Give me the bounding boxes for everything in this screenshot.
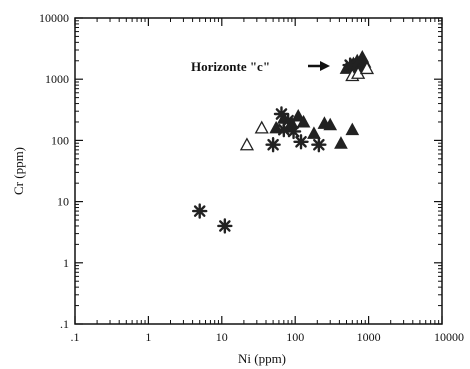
x-axis-title: Ni (ppm) [238,351,286,366]
data-point-asterisk [342,57,358,73]
data-point-asterisk [265,137,281,153]
x-tick-label: 1000 [357,330,381,344]
y-tick-label: 1 [63,256,69,270]
data-point-open-triangle [359,61,375,75]
x-tick-label: 100 [286,330,304,344]
data-points [192,50,375,234]
data-point-filled-triangle [296,114,311,128]
data-point-filled-triangle [334,136,348,149]
y-tick-label: .1 [60,317,69,331]
data-point-asterisk [192,203,208,219]
x-tick-label: 1 [145,330,151,344]
x-tick-label: 10 [216,330,228,344]
data-point-asterisk [217,218,233,234]
data-point-open-triangle [254,120,269,134]
data-point-asterisk [285,123,302,140]
data-point-filled-triangle [345,122,360,136]
axis-ticks: .1 1 10 100 1000 10000 .1 1 10 100 1000 10000 [39,11,464,344]
plot-frame [74,17,443,325]
data-point-asterisk [311,137,327,153]
annotation-label: Horizonte "c" [191,59,270,74]
y-tick-label: 10 [57,195,69,209]
data-point-filled-triangle [307,126,321,139]
x-tick-label: 10000 [434,330,464,344]
data-point-asterisk [293,134,309,150]
data-point-asterisk [280,112,296,129]
x-tick-label: .1 [71,330,80,344]
annotation-arrow [308,61,330,71]
data-point-open-triangle [239,137,255,151]
data-point-filled-triangle [291,109,306,122]
data-point-filled-triangle [323,117,338,131]
y-tick-label: 100 [51,133,69,147]
y-tick-label: 10000 [39,11,69,25]
y-tick-label: 1000 [45,72,69,86]
y-axis-title: Cr (ppm) [11,147,26,195]
